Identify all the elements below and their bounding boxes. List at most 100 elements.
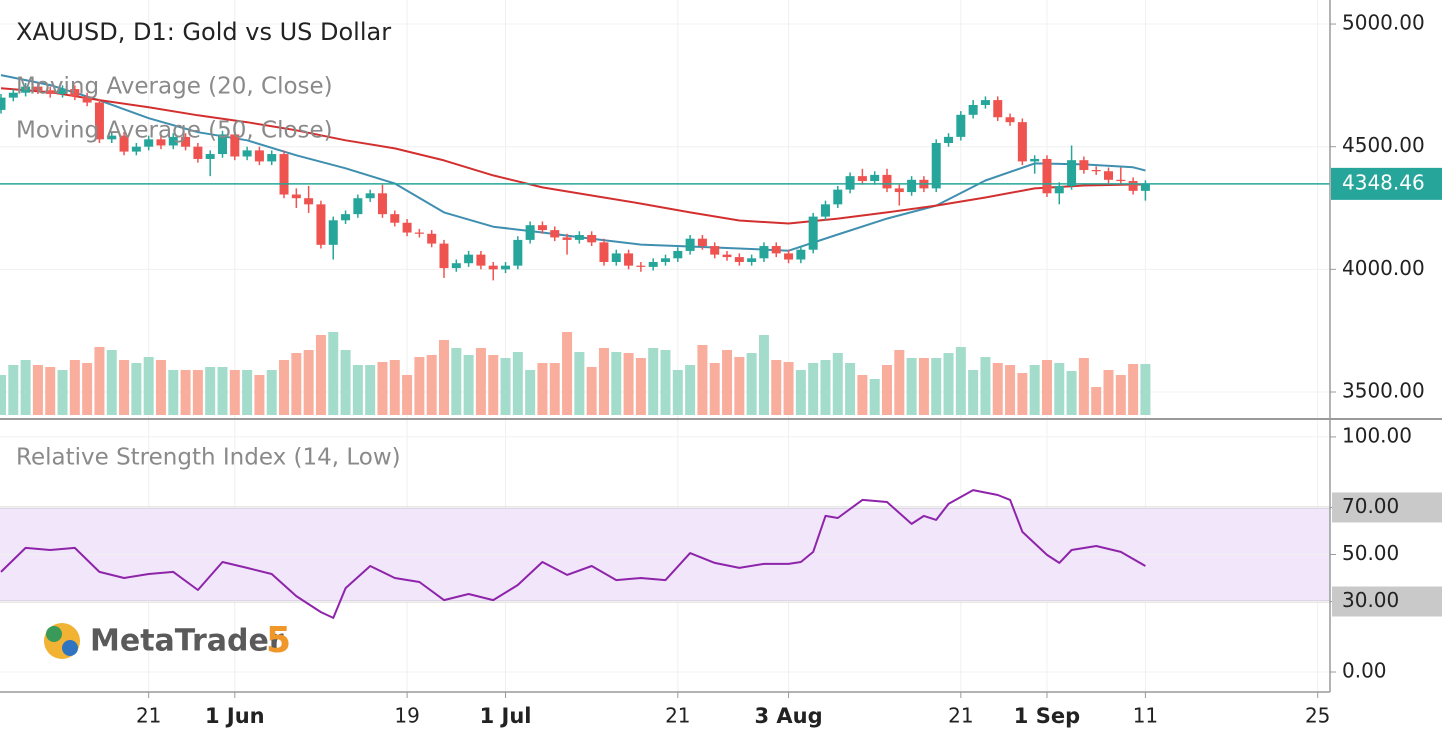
- volume-bar: [1041, 360, 1052, 415]
- candle-body: [267, 154, 277, 162]
- candle-body: [107, 135, 117, 140]
- volume-bar: [463, 355, 474, 415]
- volume-bar: [734, 357, 745, 415]
- volume-bar: [1029, 365, 1040, 415]
- candle-body: [205, 154, 215, 159]
- volume-bar: [1005, 365, 1016, 415]
- x-tick-label: 1 Jul: [480, 704, 532, 728]
- volume-bar: [635, 358, 646, 415]
- candle-body: [1017, 122, 1027, 162]
- candle-body: [808, 216, 818, 250]
- candle-body: [353, 198, 363, 215]
- volume-bar: [69, 360, 80, 415]
- volume-bar: [389, 360, 400, 415]
- candle-body: [476, 254, 486, 266]
- candle-body: [279, 154, 289, 195]
- candle-body: [501, 265, 511, 270]
- candle-body: [82, 96, 92, 103]
- logo-version: 5: [266, 620, 291, 661]
- candle-body: [365, 193, 375, 199]
- candle-body: [193, 146, 203, 159]
- candle-body: [907, 179, 917, 193]
- volume-bar: [328, 332, 339, 415]
- x-tick-label: 1 Jun: [205, 704, 265, 728]
- volume-bar: [869, 379, 880, 415]
- candle-body: [1116, 179, 1126, 182]
- volume-bar: [586, 367, 597, 415]
- candle-body: [168, 136, 178, 146]
- x-tick-label: 25: [1305, 704, 1330, 728]
- candle-body: [427, 233, 437, 244]
- candle-body: [218, 134, 227, 155]
- candle-body: [673, 250, 683, 259]
- volume-bar: [20, 360, 31, 415]
- candle-body: [537, 225, 547, 231]
- x-tick-label: 19: [394, 704, 419, 728]
- volume-bar: [500, 358, 511, 415]
- x-tick-label: 21: [665, 704, 690, 728]
- volume-bar: [685, 365, 696, 415]
- legend-entry: Moving Average (20, Close): [16, 74, 333, 100]
- candle-body: [759, 246, 769, 259]
- volume-bar: [894, 350, 905, 415]
- volume-bar: [709, 363, 720, 415]
- volume-bar: [783, 362, 794, 415]
- volume-bar: [488, 355, 499, 415]
- volume-bar: [918, 358, 929, 415]
- volume-bar: [426, 355, 437, 415]
- volume-bar: [795, 370, 806, 415]
- volume-bar: [758, 335, 769, 415]
- volume-bar: [549, 363, 560, 415]
- candle-body: [1104, 171, 1113, 180]
- candle-body: [45, 90, 55, 94]
- volume-bar: [771, 360, 782, 415]
- candle-body: [156, 139, 166, 146]
- volume-bar: [143, 357, 154, 415]
- candle-body: [820, 204, 830, 217]
- volume-bar: [562, 332, 573, 415]
- x-tick-label: 11: [1133, 704, 1158, 728]
- volume-bar: [820, 360, 831, 415]
- x-tick-label: 1 Sep: [1014, 704, 1080, 728]
- y-tick-label: 5000.00: [1342, 11, 1425, 35]
- volume-bar: [943, 353, 954, 415]
- candle-body: [1005, 117, 1015, 123]
- candle-body: [341, 214, 351, 221]
- candle-body: [70, 89, 80, 97]
- volume-bar: [254, 375, 265, 415]
- volume-bar: [1115, 375, 1126, 415]
- volume-bar: [377, 362, 388, 415]
- candle-body: [587, 235, 597, 243]
- candle-body: [242, 150, 252, 157]
- volume-bar: [660, 350, 671, 415]
- volume-bar: [57, 370, 68, 415]
- candle-body: [796, 249, 806, 260]
- volume-bar: [808, 363, 819, 415]
- volume-bar: [451, 348, 462, 415]
- volume-bar: [106, 350, 117, 415]
- logo-emblem: [62, 640, 78, 656]
- candle-body: [414, 232, 424, 234]
- volume-bar: [340, 350, 351, 415]
- candle-body: [710, 246, 720, 255]
- logo: MetaTrader 5: [44, 620, 291, 661]
- candle-body: [316, 204, 326, 245]
- candle-body: [402, 222, 412, 233]
- x-tick-label: 3 Aug: [754, 704, 822, 728]
- candle-body: [304, 198, 314, 205]
- volume-bar: [1054, 363, 1065, 415]
- x-tick-label: 21: [136, 704, 161, 728]
- volume-bar: [722, 350, 733, 415]
- candle-body: [722, 254, 732, 258]
- candle-body: [624, 253, 634, 266]
- volume-bar: [205, 367, 216, 415]
- last-price-box: [1331, 167, 1442, 200]
- volume-bar: [279, 360, 290, 415]
- candle-body: [857, 176, 867, 182]
- candle-body: [734, 257, 744, 262]
- y-tick-label: 3500.00: [1342, 378, 1425, 402]
- candle-body: [33, 86, 43, 91]
- logo-emblem: [46, 626, 62, 642]
- indicator-line: [0, 87, 1146, 225]
- candle-body: [21, 86, 31, 93]
